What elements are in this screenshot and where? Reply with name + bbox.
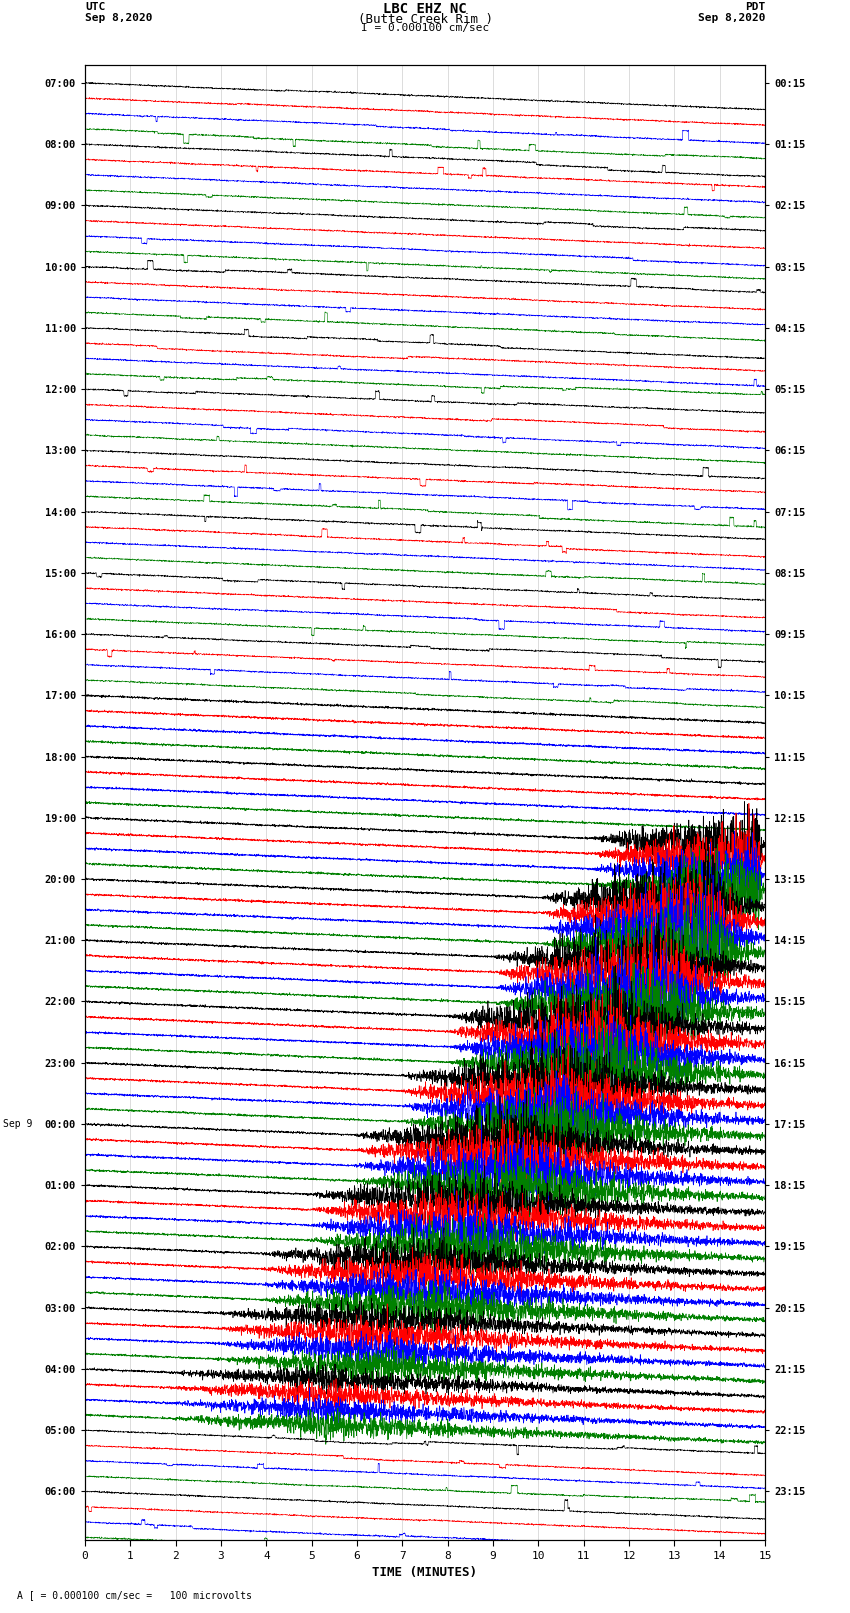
Text: Sep 8,2020: Sep 8,2020 <box>698 13 765 23</box>
Text: UTC: UTC <box>85 3 105 13</box>
Text: LBC EHZ NC: LBC EHZ NC <box>383 3 467 16</box>
Text: A [ = 0.000100 cm/sec =   100 microvolts: A [ = 0.000100 cm/sec = 100 microvolts <box>17 1590 252 1600</box>
Text: I = 0.000100 cm/sec: I = 0.000100 cm/sec <box>361 24 489 34</box>
Text: (Butte Creek Rim ): (Butte Creek Rim ) <box>358 13 492 26</box>
X-axis label: TIME (MINUTES): TIME (MINUTES) <box>372 1566 478 1579</box>
Text: PDT: PDT <box>745 3 765 13</box>
Text: Sep 9: Sep 9 <box>3 1119 32 1129</box>
Text: Sep 8,2020: Sep 8,2020 <box>85 13 152 23</box>
